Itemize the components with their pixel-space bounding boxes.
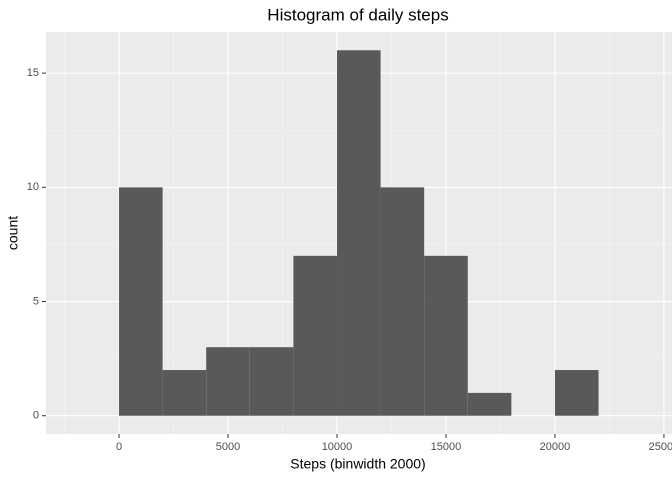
chart-title: Histogram of daily steps — [267, 5, 448, 24]
x-tick-label: 20000 — [540, 441, 571, 453]
y-tick-label: 15 — [27, 67, 39, 79]
bar — [467, 392, 512, 416]
bar — [424, 255, 468, 416]
bar — [206, 347, 250, 416]
y-tick-label: 10 — [27, 181, 39, 193]
bar — [162, 370, 207, 416]
y-tick-label: 0 — [33, 410, 39, 422]
bar — [293, 255, 337, 416]
y-axis-label: count — [5, 216, 21, 250]
bar — [554, 370, 599, 416]
x-tick-label: 0 — [116, 441, 122, 453]
x-tick-label: 10000 — [322, 441, 353, 453]
bar — [336, 50, 381, 416]
y-tick-label: 5 — [33, 295, 39, 307]
bar — [380, 187, 425, 416]
bar — [119, 187, 163, 416]
x-axis-label: Steps (binwidth 2000) — [290, 456, 425, 472]
x-tick-label: 5000 — [216, 441, 240, 453]
x-tick-label: 15000 — [431, 441, 462, 453]
bar — [249, 347, 294, 416]
